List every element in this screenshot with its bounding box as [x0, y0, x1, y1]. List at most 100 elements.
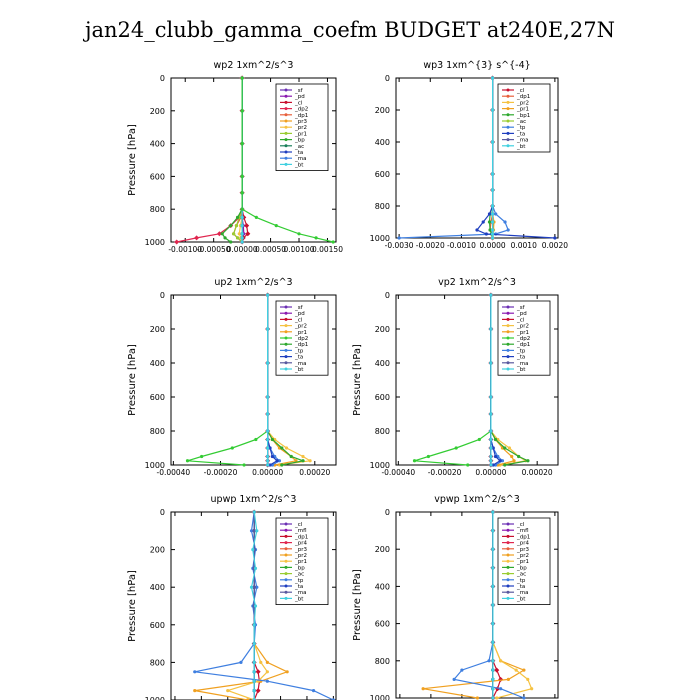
legend-box: [497, 83, 551, 153]
y-tick-label: 600: [375, 170, 390, 179]
legend-label: _cl: [516, 88, 525, 94]
data-point: [489, 293, 493, 297]
legend-marker: [284, 578, 288, 582]
legend-label: _tp: [516, 348, 526, 354]
legend-label: _pr3: [294, 119, 308, 125]
legend-marker: [284, 534, 288, 538]
x-tick-label: 0.00000: [475, 468, 506, 477]
data-point: [498, 676, 504, 682]
data-point: [421, 687, 425, 691]
legend-label: _pr1: [294, 131, 307, 137]
data-point: [487, 212, 492, 216]
series-bt: [491, 510, 495, 700]
figure-title: jan24_clubb_gamma_coefm BUDGET at240E,27…: [84, 18, 616, 42]
data-point: [510, 454, 514, 459]
legend-label: _ma: [516, 590, 528, 596]
legend-label: _cl: [294, 100, 303, 106]
series-pr1: [225, 510, 269, 700]
data-point: [489, 395, 493, 399]
data-point: [490, 188, 495, 192]
legend-label: _pr2: [294, 324, 307, 330]
legend-marker: [506, 565, 510, 569]
data-point: [495, 696, 499, 700]
data-point: [285, 670, 289, 674]
data-point: [266, 361, 270, 365]
data-point: [235, 215, 240, 219]
data-point: [251, 548, 255, 552]
data-point: [297, 232, 301, 236]
data-point: [266, 412, 270, 416]
data-point: [503, 446, 507, 450]
legend-marker: [284, 88, 288, 92]
data-point: [229, 240, 233, 244]
data-point: [266, 463, 270, 467]
legend-label: _pr1: [516, 330, 529, 336]
y-tick-label: 0: [160, 291, 165, 300]
data-point: [491, 463, 495, 467]
data-point: [223, 236, 227, 240]
legend-marker: [284, 361, 288, 365]
series-line: [194, 512, 289, 700]
legend-label: _mfl: [516, 528, 529, 534]
legend-marker: [284, 336, 288, 340]
plot-frame: [395, 77, 559, 239]
y-tick-label: 600: [375, 620, 390, 629]
legend-label: _ac: [516, 119, 526, 125]
legend-marker: [506, 522, 510, 526]
y-tick-label: 400: [150, 583, 165, 592]
legend-marker: [506, 88, 510, 92]
legend-label: _pd: [294, 311, 305, 317]
chart-panel-5: upwp 1xm^2/s^3 Pressure [hPa] 0 200 400 600 80…: [127, 494, 337, 700]
y-axis-label: Pressure [hPa]: [127, 344, 138, 416]
legend-label: _dp2: [516, 336, 530, 342]
legend-label: _bt: [294, 162, 304, 168]
data-point: [489, 459, 493, 463]
data-point: [252, 679, 256, 683]
legend-label: _pr2: [294, 125, 307, 131]
legend-marker: [284, 572, 288, 576]
y-axis-label: Pressure [hPa]: [127, 124, 138, 196]
legend: _cl_mfl_dp1_pr4_pr3_pr2_pr1_bp_ac_tp_ta_…: [275, 517, 329, 605]
data-point: [266, 437, 270, 442]
legend-label: _pr3: [294, 547, 308, 553]
data-point: [489, 437, 493, 442]
x-tick-label: 0.00050: [255, 245, 286, 254]
data-point: [490, 76, 495, 80]
data-point: [268, 446, 272, 450]
data-point: [507, 446, 511, 450]
legend-marker: [506, 94, 510, 98]
data-point: [489, 412, 493, 416]
legend-label: _dp1: [516, 342, 530, 348]
legend-label: _sf: [294, 88, 304, 94]
y-tick-label: 1000: [145, 238, 165, 247]
data-point: [489, 454, 493, 459]
legend-marker: [506, 138, 510, 142]
x-tick-label: -0.00040: [381, 468, 415, 477]
legend-label: _dp1: [294, 113, 308, 119]
data-point: [253, 566, 258, 571]
data-point: [491, 584, 495, 589]
data-point: [490, 108, 495, 112]
legend: _sf_pd_cl_dp2_dp1_pr3_pr2_pr1_bp_ac_ta_m…: [275, 83, 329, 171]
x-tick-label: -0.0010: [447, 241, 476, 250]
chart-panel-4: vp2 1xm^2/s^3 Pressure [hPa] 0 200 400 600 800…: [352, 277, 559, 477]
legend-marker: [284, 590, 288, 594]
legend-label: _ta: [294, 584, 303, 590]
data-point: [454, 446, 458, 450]
legend-label: _bp: [516, 565, 527, 571]
legend-label: _bt: [516, 596, 526, 602]
y-tick-label: 800: [150, 427, 165, 436]
legend-marker: [506, 131, 510, 135]
legend-marker: [284, 565, 288, 569]
data-point: [490, 140, 495, 144]
data-point: [252, 585, 256, 589]
data-point: [231, 232, 236, 236]
legend-marker: [506, 596, 510, 600]
data-point: [308, 459, 312, 463]
legend-marker: [284, 541, 288, 545]
chart-title: vpwp 1xm^2/s^3: [434, 494, 520, 505]
legend-marker: [284, 100, 288, 104]
x-tick-label: -0.0020: [416, 241, 445, 250]
legend-label: _pd: [294, 94, 305, 100]
data-point: [489, 429, 493, 433]
